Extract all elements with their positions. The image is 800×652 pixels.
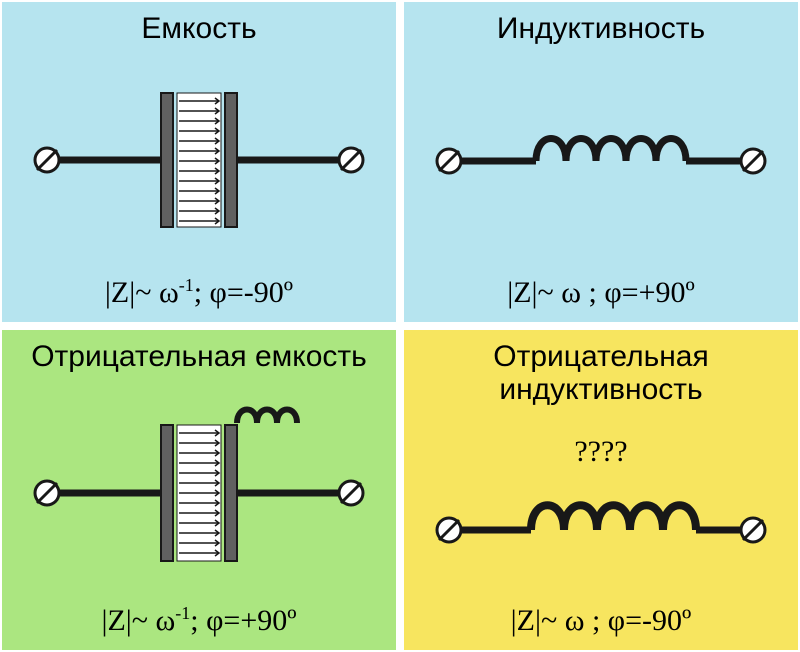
- inductor-svg: [421, 101, 781, 221]
- title-neg-inductance: Отрицательная индуктивность: [410, 340, 792, 406]
- diagram-neg-inductance: ????: [410, 406, 792, 604]
- formula-neg-capacitance: |Z|~ ω-1; φ=+90º: [101, 603, 296, 638]
- capacitor-svg: [19, 75, 379, 245]
- panel-grid: Емкость: [0, 0, 800, 652]
- title-inductance: Индуктивность: [497, 12, 705, 45]
- formula-neg-inductance: |Z|~ ω ; φ=-90º: [511, 604, 692, 638]
- panel-inductance: Индуктивность |Z|~ ω ; φ=+90º: [404, 2, 798, 322]
- diagram-capacitance: [8, 45, 390, 275]
- formula-capacitance: |Z|~ ω-1; φ=-90º: [105, 275, 293, 310]
- formula-inductance: |Z|~ ω ; φ=+90º: [507, 276, 695, 310]
- question-marks: ????: [574, 435, 627, 469]
- diagram-inductance: [410, 45, 792, 276]
- title-neg-capacitance: Отрицательная емкость: [31, 340, 367, 373]
- diagram-neg-capacitance: [8, 373, 390, 603]
- panel-capacitance: Емкость: [2, 2, 396, 322]
- panel-neg-inductance: Отрицательная индуктивность ???? |Z|~ ω …: [404, 330, 798, 650]
- panel-neg-capacitance: Отрицательная емкость: [2, 330, 396, 650]
- neg-inductor-svg: [421, 475, 781, 575]
- neg-capacitor-svg: [19, 393, 379, 583]
- title-capacitance: Емкость: [141, 12, 256, 45]
